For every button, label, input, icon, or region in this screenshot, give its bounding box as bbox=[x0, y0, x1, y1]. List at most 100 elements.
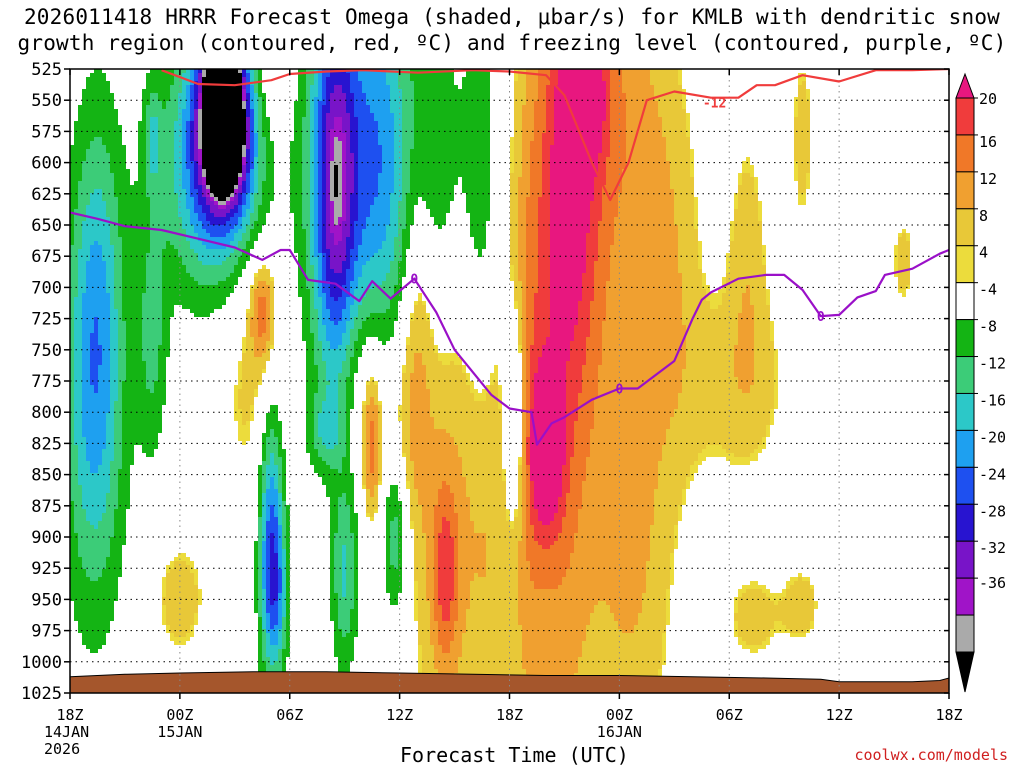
omega-cell bbox=[146, 117, 150, 121]
omega-cell bbox=[322, 213, 326, 217]
omega-cell bbox=[246, 245, 254, 249]
omega-cell bbox=[554, 105, 606, 109]
omega-cell bbox=[102, 193, 114, 197]
omega-cell bbox=[70, 293, 78, 297]
omega-cell bbox=[170, 89, 182, 93]
omega-cell bbox=[302, 297, 310, 301]
omega-cell bbox=[262, 529, 266, 533]
omega-cell bbox=[142, 293, 162, 297]
omega-cell bbox=[610, 145, 626, 149]
omega-cell bbox=[122, 445, 134, 449]
omega-cell bbox=[362, 461, 366, 465]
omega-cell bbox=[326, 209, 330, 213]
omega-cell bbox=[646, 561, 670, 565]
omega-cell bbox=[466, 73, 490, 77]
omega-cell bbox=[526, 505, 530, 509]
omega-cell bbox=[510, 213, 518, 217]
omega-cell bbox=[70, 413, 74, 417]
omega-cell bbox=[538, 281, 550, 285]
omega-cell bbox=[518, 333, 522, 337]
omega-cell bbox=[182, 177, 190, 181]
omega-cell bbox=[546, 109, 554, 113]
omega-cell bbox=[610, 257, 678, 261]
omega-cell bbox=[530, 417, 566, 421]
omega-cell bbox=[218, 205, 226, 209]
omega-cell bbox=[810, 585, 814, 589]
omega-cell bbox=[126, 377, 146, 381]
omega-cell bbox=[346, 589, 354, 593]
omega-cell bbox=[738, 381, 754, 385]
omega-cell bbox=[750, 173, 754, 177]
omega-cell bbox=[126, 357, 142, 361]
omega-cell bbox=[294, 133, 302, 137]
omega-cell bbox=[514, 101, 526, 105]
omega-cell bbox=[234, 185, 238, 189]
omega-cell bbox=[346, 133, 350, 137]
omega-cell bbox=[598, 377, 682, 381]
omega-cell bbox=[122, 253, 146, 257]
omega-cell bbox=[262, 189, 274, 193]
omega-cell bbox=[242, 385, 258, 389]
omega-cell bbox=[198, 253, 230, 257]
omega-cell bbox=[586, 473, 658, 477]
omega-cell bbox=[262, 465, 266, 469]
omega-cell bbox=[246, 329, 250, 333]
omega-cell bbox=[338, 189, 342, 193]
omega-cell bbox=[118, 321, 126, 325]
omega-cell bbox=[442, 481, 446, 485]
omega-cell bbox=[158, 145, 174, 149]
omega-cell bbox=[186, 97, 190, 101]
omega-cell bbox=[270, 297, 274, 301]
omega-cell bbox=[162, 281, 198, 285]
omega-cell bbox=[586, 353, 602, 357]
omega-cell bbox=[674, 545, 678, 549]
omega-cell bbox=[74, 369, 82, 373]
omega-cell bbox=[390, 533, 398, 537]
omega-cell bbox=[402, 169, 410, 173]
omega-cell bbox=[242, 381, 258, 385]
omega-cell bbox=[314, 129, 318, 133]
omega-cell bbox=[378, 401, 382, 405]
omega-cell bbox=[118, 197, 150, 201]
omega-cell bbox=[94, 321, 98, 325]
omega-cell bbox=[414, 481, 442, 485]
omega-cell bbox=[346, 349, 354, 353]
omega-cell bbox=[534, 321, 550, 325]
omega-cell bbox=[538, 217, 550, 221]
omega-cell bbox=[686, 129, 690, 133]
omega-cell bbox=[246, 341, 254, 345]
omega-cell bbox=[730, 245, 762, 249]
omega-cell bbox=[242, 189, 246, 193]
omega-cell bbox=[234, 409, 242, 413]
omega-cell bbox=[546, 113, 554, 117]
omega-cell bbox=[142, 337, 162, 341]
omega-cell bbox=[238, 373, 242, 377]
omega-cell bbox=[898, 241, 910, 245]
omega-cell bbox=[354, 189, 358, 193]
omega-cell bbox=[574, 329, 590, 333]
omega-cell bbox=[538, 233, 550, 237]
omega-cell bbox=[318, 193, 322, 197]
omega-cell bbox=[318, 245, 322, 249]
omega-cell bbox=[598, 229, 614, 233]
omega-cell bbox=[334, 549, 342, 553]
omega-cell bbox=[90, 461, 102, 465]
omega-cell bbox=[650, 81, 678, 85]
omega-cell bbox=[414, 549, 426, 553]
omega-cell bbox=[90, 201, 106, 205]
omega-cell bbox=[342, 341, 350, 345]
omega-cell bbox=[322, 217, 326, 221]
omega-cell bbox=[534, 373, 566, 377]
omega-cell bbox=[86, 209, 106, 213]
omega-cell bbox=[110, 397, 118, 401]
omega-cell bbox=[330, 517, 338, 521]
omega-cell bbox=[538, 77, 550, 81]
omega-cell bbox=[554, 109, 606, 113]
omega-cell bbox=[318, 237, 322, 241]
omega-cell bbox=[182, 185, 190, 189]
omega-cell bbox=[594, 181, 606, 185]
omega-cell bbox=[346, 109, 354, 113]
omega-cell bbox=[526, 305, 534, 309]
omega-cell bbox=[606, 93, 610, 97]
omega-cell bbox=[538, 541, 554, 545]
